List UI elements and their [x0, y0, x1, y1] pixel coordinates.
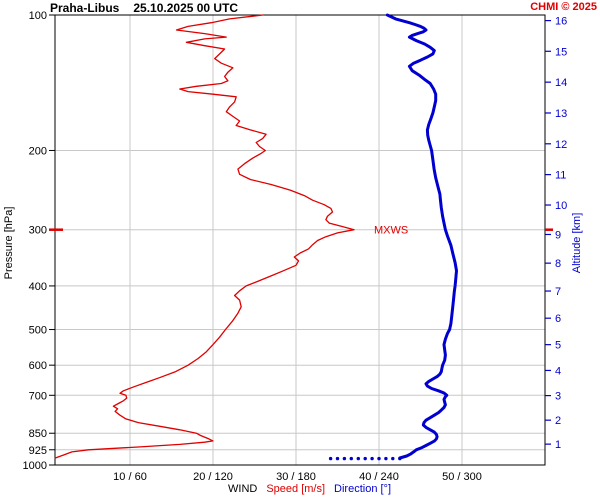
pressure-tick-label: 100 [29, 10, 47, 22]
wind-direction-dot [377, 456, 381, 461]
altitude-tick-label: 4 [555, 365, 561, 377]
pressure-tick-label: 850 [29, 428, 47, 440]
pressure-tick-label: 700 [29, 390, 47, 402]
altitude-tick-label: 8 [555, 258, 561, 270]
altitude-tick-label: 10 [555, 200, 567, 212]
altitude-tick-label: 14 [555, 77, 567, 89]
x-tick-label: 10 / 60 [113, 471, 147, 483]
wind-direction-dot [342, 456, 347, 461]
pressure-tick-label: 500 [29, 325, 47, 337]
station-name: Praha-Libus [50, 1, 120, 15]
altitude-tick-label: 11 [555, 170, 566, 182]
wind-direction-dot [328, 456, 333, 461]
wind-direction-dot [349, 456, 353, 461]
wind-direction-dot [335, 456, 340, 461]
altitude-tick-label: 15 [555, 46, 567, 58]
pressure-tick-label: 200 [29, 145, 47, 157]
x-tick-label: 30 / 180 [276, 471, 316, 483]
copyright-notice: CHMI © 2025 [530, 1, 597, 13]
pressure-tick-label: 300 [29, 225, 47, 237]
mxws-label: MXWS [374, 225, 408, 237]
speed-unit-label: Speed [m/s] [266, 483, 326, 495]
wind-direction-curve [385, 13, 458, 460]
altitude-tick-label: 13 [555, 108, 567, 120]
wind-direction-dot [370, 456, 374, 461]
pressure-tick-label: 1000 [23, 460, 47, 472]
pressure-tick-label: 600 [29, 360, 47, 372]
altitude-tick-label: 5 [555, 340, 561, 352]
altitude-tick-label: 16 [555, 16, 567, 28]
x-axis-caption: WIND Speed [m/s] Direction [°] [228, 483, 391, 495]
wind-direction-dot [391, 456, 395, 461]
altitude-tick-label: 12 [555, 139, 567, 151]
chart-header: Praha-Libus 25.10.2025 00 UTC [50, 1, 238, 15]
altitude-tick-label: 1 [555, 439, 561, 451]
wind-direction-dot [398, 456, 402, 461]
x-tick-label: 50 / 300 [442, 471, 482, 483]
plot-frame [54, 14, 546, 466]
x-tick-label: 40 / 240 [359, 471, 399, 483]
altitude-tick-label: 2 [555, 415, 561, 427]
pressure-tick-label: 400 [29, 281, 47, 293]
altitude-tick-label: 9 [555, 229, 561, 241]
wind-direction-dot [384, 456, 388, 461]
wind-direction-dot [363, 456, 367, 461]
x-tick-label: 20 / 120 [193, 471, 233, 483]
altitude-tick-label: 3 [555, 391, 561, 403]
altitude-tick-label: 7 [555, 286, 561, 298]
wind-direction-dot [356, 456, 360, 461]
pressure-tick-label: 925 [29, 445, 47, 457]
sounding-datetime: 25.10.2025 00 UTC [133, 1, 239, 15]
wind-speed-curve [54, 14, 355, 459]
altitude-tick-label: 6 [555, 313, 561, 325]
wind-axis-label: WIND [228, 483, 258, 495]
direction-unit-label: Direction [°] [334, 483, 392, 495]
